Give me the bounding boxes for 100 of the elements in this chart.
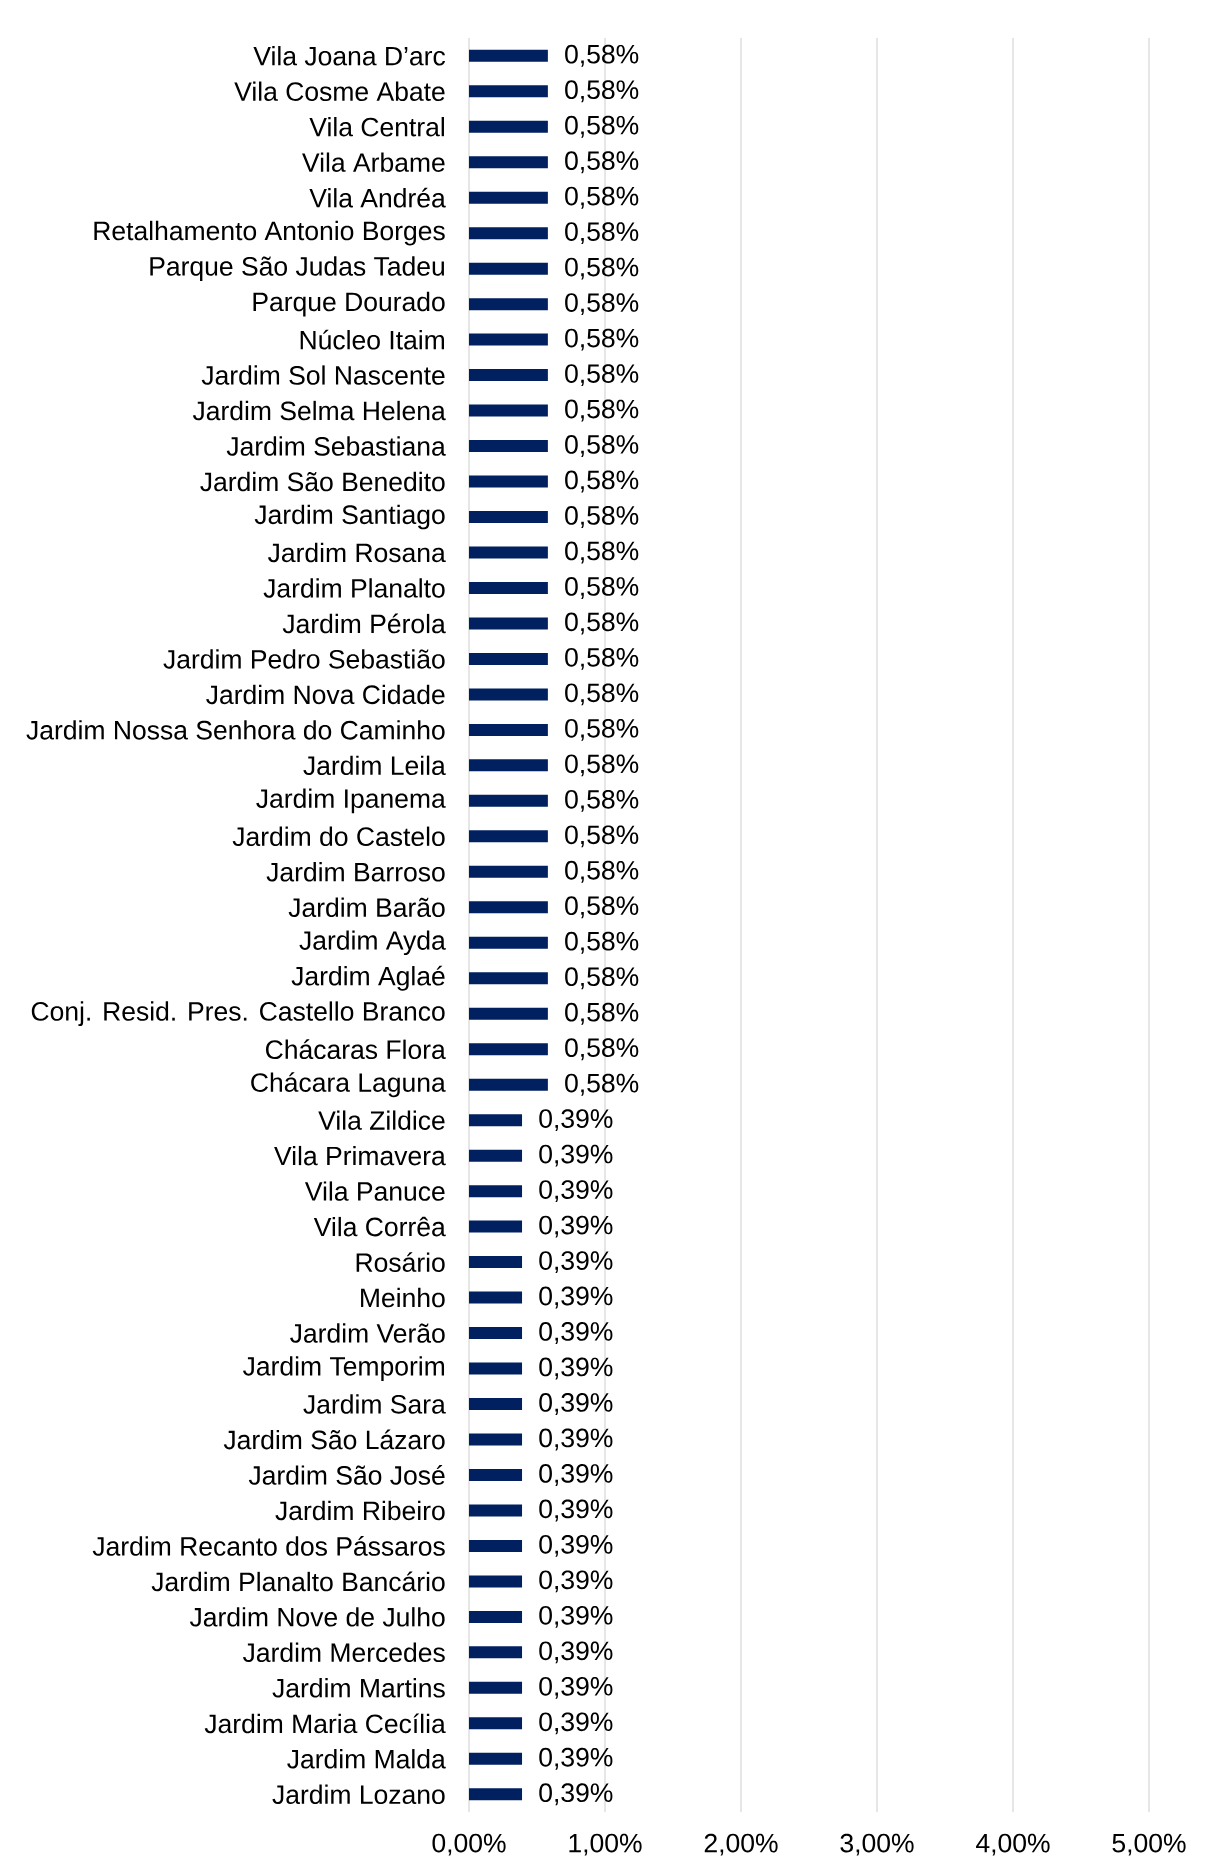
x-tick-label: 2,00% [704, 1833, 778, 1856]
y-tick-label: Chácara Laguna [251, 1072, 446, 1098]
data-label: 0,39% [539, 1605, 613, 1628]
data-label: 0,39% [539, 1251, 613, 1274]
data-label: 0,58% [565, 1038, 639, 1061]
data-label: 0,39% [539, 1570, 613, 1593]
y-tick-label: Jardim Barroso [266, 862, 445, 882]
y-tick-label: Núcleo Itaim [300, 329, 444, 350]
data-label: 0,58% [565, 506, 639, 528]
data-label: 0,39% [539, 1783, 613, 1806]
data-label: 0,58% [565, 435, 639, 457]
data-label: 0,58% [565, 931, 639, 954]
data-label: 0,39% [539, 1180, 613, 1203]
y-tick-label: Jardim Barão [288, 897, 445, 918]
data-label: 0,39% [539, 1641, 613, 1664]
data-label: 0,39% [539, 1464, 613, 1486]
data-label: 0,58% [565, 222, 639, 245]
y-tick-label: Jardim Santiago [254, 504, 445, 530]
data-label: 0,58% [565, 825, 639, 848]
y-tick-label: Jardim Temporim [243, 1356, 445, 1381]
y-tick-label: Jardim Rosana [267, 542, 446, 563]
data-label: 0,58% [565, 44, 639, 67]
y-tick-label: Jardim Pedro Sebastião [163, 649, 445, 669]
y-tick-label: Conj. Resid. Pres. Castello Branco [31, 1001, 445, 1027]
y-tick-label: Jardim Nova Cidade [206, 684, 445, 705]
data-label: 0,58% [565, 293, 639, 316]
y-tick-label: Jardim Lozano [272, 1784, 445, 1805]
data-label: 0,39% [539, 1712, 613, 1735]
y-tick-label: Vila Panuce [304, 1181, 445, 1201]
y-tick-label: Jardim Pérola [282, 613, 446, 634]
data-label: 0,58% [565, 1073, 639, 1096]
y-tick-label: Vila Arbame [302, 152, 445, 172]
y-tick-label: Parque São Judas Tadeu [150, 256, 445, 282]
y-tick-label: Jardim Planalto Bancário [151, 1571, 445, 1592]
y-tick-label: Vila Primavera [274, 1145, 446, 1166]
data-label: 0,39% [539, 1144, 613, 1167]
y-tick-label: Vila Zildice [318, 1110, 445, 1130]
data-label: 0,58% [565, 151, 639, 174]
y-tick-label: Vila Corrêa [313, 1216, 446, 1237]
y-tick-label: Jardim Planalto [263, 578, 445, 598]
y-tick-label: Jardim Ayda [299, 930, 446, 956]
data-label: 0,58% [565, 896, 639, 919]
y-tick-label: Jardim do Castelo [232, 826, 445, 847]
y-tick-label: Rosário [356, 1252, 445, 1272]
data-label: 0,39% [539, 1109, 613, 1132]
y-tick-label: Jardim Ribeiro [275, 1500, 445, 1521]
data-label: 0,39% [539, 1747, 613, 1770]
data-label: 0,58% [565, 399, 639, 422]
data-label: 0,39% [539, 1357, 613, 1380]
y-tick-label: Chácaras Flora [265, 1039, 446, 1060]
y-tick-label: Retalhamento Antonio Borges [94, 220, 445, 246]
data-label: 0,58% [565, 860, 639, 883]
y-tick-label: Jardim Mercedes [242, 1642, 445, 1663]
y-tick-label: Jardim Leila [303, 755, 446, 776]
y-tick-label: Jardim Maria Cecília [204, 1713, 446, 1734]
y-tick-label: Jardim Selma Helena [192, 400, 446, 421]
data-label: 0,58% [565, 967, 639, 990]
y-tick-label: Jardim Aglaé [291, 965, 445, 991]
y-tick-label: Jardim São Benedito [200, 471, 445, 492]
data-label: 0,58% [565, 186, 639, 209]
y-tick-label: Jardim Nossa Senhora do Caminho [26, 720, 445, 740]
y-tick-label: Jardim Sara [303, 1394, 446, 1414]
data-label: 0,58% [565, 328, 639, 351]
data-label: 0,58% [565, 612, 639, 635]
y-tick-label: Jardim Sebastiana [226, 436, 446, 456]
data-label: 0,58% [565, 789, 639, 812]
x-tick-label: 1,00% [569, 1833, 642, 1856]
y-tick-label: Jardim Malda [287, 1749, 446, 1769]
data-label: 0,39% [539, 1676, 613, 1699]
y-tick-label: Vila Central [309, 116, 444, 137]
data-label: 0,58% [565, 718, 639, 741]
x-tick-label: 5,00% [1112, 1833, 1186, 1856]
data-label: 0,58% [565, 470, 639, 493]
data-label: 0,58% [565, 647, 639, 670]
y-tick-label: Vila Joana D’arc [253, 46, 446, 66]
data-label: 0,58% [565, 541, 639, 564]
data-label: 0,58% [565, 115, 639, 138]
y-tick-label: Jardim São Lázaro [223, 1429, 445, 1450]
y-tick-label: Jardim São José [248, 1465, 445, 1485]
data-label: 0,58% [565, 1002, 639, 1025]
data-label: 0,39% [539, 1499, 613, 1522]
data-label: 0,39% [539, 1215, 613, 1238]
y-tick-label: Vila Andréa [309, 187, 446, 208]
y-tick-label: Meinho [361, 1287, 445, 1308]
x-tick-label: 4,00% [976, 1833, 1050, 1856]
y-tick-label: Jardim Recanto dos Pássaros [92, 1536, 445, 1556]
y-tick-label: Jardim Ipanema [256, 788, 446, 814]
y-tick-label: Parque Dourado [253, 291, 445, 317]
y-tick-label: Jardim Nove de Julho [189, 1607, 445, 1627]
data-label: 0,58% [565, 754, 639, 777]
data-label: 0,39% [539, 1534, 613, 1557]
y-tick-label: Vila Cosme Abate [234, 81, 445, 101]
y-tick-label: Jardim Sol Nascente [201, 365, 445, 385]
y-tick-label: Jardim Martins [272, 1678, 445, 1698]
data-label: 0,58% [565, 257, 639, 280]
x-tick-label: 0,00% [432, 1833, 506, 1856]
data-label: 0,58% [565, 577, 639, 599]
data-label: 0,58% [565, 364, 639, 387]
data-label: 0,58% [565, 80, 639, 103]
data-label: 0,39% [539, 1322, 613, 1344]
